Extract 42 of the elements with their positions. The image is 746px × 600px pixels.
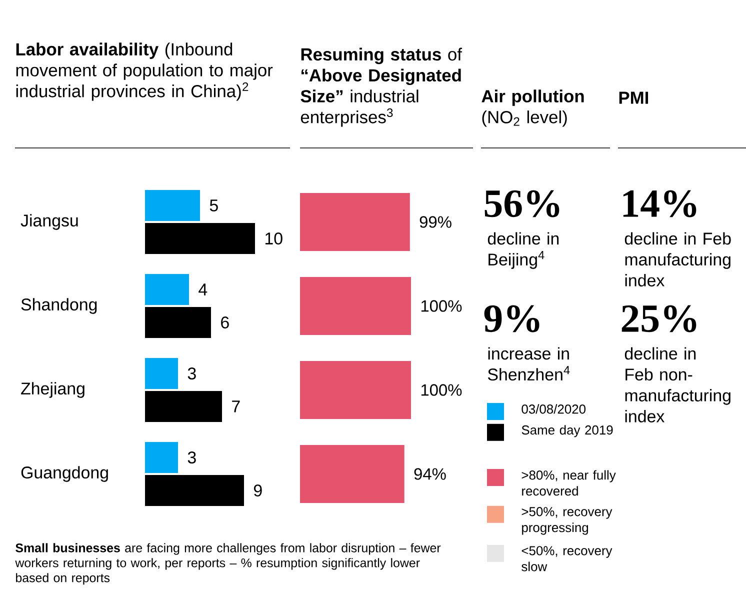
data-label: 99% [420,216,452,228]
bar [145,474,244,506]
data-label: 100% [421,384,462,396]
bar [145,306,212,338]
y-tick-label: Guangdong [21,466,108,482]
legend-label: Same day 2019 [522,425,613,438]
text: decline in Beijing$^{4}$ [488,232,559,269]
text: 9% [484,305,540,332]
text: increase in Shenzhen$^{4}$ [488,347,570,381]
y-tick-label: Jiangsu [20,214,78,230]
legend-label: >50%, recovery progressing [522,507,612,535]
y-tick-label: Shandong [21,298,97,314]
text: decline in Feb manufacturing index [624,232,731,286]
text: 14% [623,190,696,218]
bar [145,442,178,473]
text: Small businesses are facing more challenges from labor disruption – fewer workers returning to work, per reports – % resumption significantly lower based on reports [15,543,441,585]
bar [145,274,190,305]
y-tick-label: Zhejiang [21,382,84,398]
legend-label: 03/08/2020 [522,404,586,414]
bar [145,190,200,221]
data-label: 10 [266,232,282,244]
data-label: 9 [254,484,262,496]
bar [145,222,256,254]
text: 56% [484,190,560,218]
data-label: 6 [221,316,229,328]
text: Air pollution (NO$_{2}$ level) [482,90,584,127]
bar [145,390,222,422]
chart-title: Labor availability (Inbound movement of population to major industrial provinces in China)$^{2}$ [16,42,273,101]
chart-title: Resuming status of “Above Designated Size” industrial enterprises$^{3}$ [300,48,462,127]
bar [145,358,178,389]
data-label: 3 [188,367,196,380]
text: PMI [619,92,648,104]
text: decline in Feb non-manufacturing index [624,347,730,422]
data-label: 100% [421,300,462,312]
data-label: 94% [414,468,446,480]
data-label: 5 [210,200,218,212]
data-label: 4 [198,284,208,296]
text: 25% [622,305,696,332]
data-label: 3 [188,451,196,464]
legend-label: <50%, recovery slow [522,546,612,572]
legend-label: >80%, near fully recovered [522,470,616,496]
data-label: 7 [232,400,240,412]
